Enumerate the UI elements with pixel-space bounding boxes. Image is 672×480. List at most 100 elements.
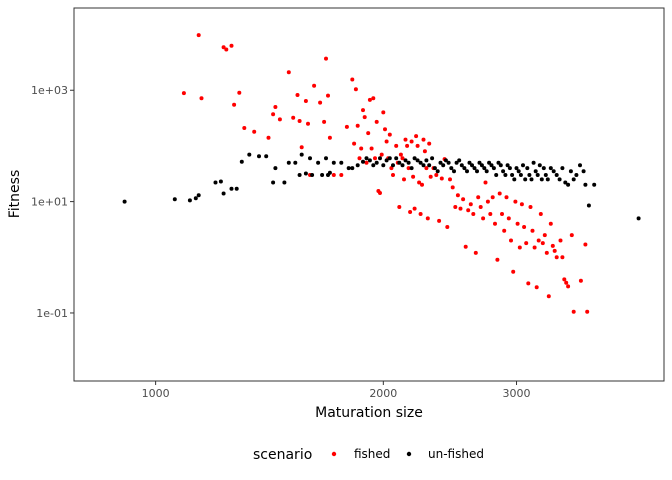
data-point [297,173,302,177]
data-point [371,163,376,168]
data-point [465,169,469,174]
data-point [475,169,479,174]
data-point [551,169,556,174]
data-point [554,255,559,260]
data-point [500,212,504,216]
data-point [357,156,362,161]
data-point [529,177,534,182]
data-point [527,173,532,177]
data-point [424,158,429,163]
data-point [461,197,466,202]
data-point [264,154,269,159]
legend-item-un-fished: un-fished [406,447,484,461]
data-point [271,180,276,185]
data-point [327,135,332,140]
data-point [381,110,386,115]
data-point [558,238,563,243]
data-point [470,163,474,168]
data-point [485,199,490,204]
data-point [402,177,406,182]
data-point [355,163,360,168]
data-point [384,139,389,144]
data-point [535,173,540,177]
data-point [569,233,574,238]
data-point [406,166,411,171]
data-point [405,143,410,148]
data-point [379,152,384,157]
data-point [578,278,583,283]
data-point [443,158,448,163]
data-point [326,93,330,98]
data-point [483,180,488,185]
x-tick-label: 2000 [369,387,397,400]
data-point [378,191,382,195]
data-point [331,173,336,177]
data-point [472,166,477,171]
data-point [122,199,127,204]
data-point [316,160,321,165]
data-point [552,248,557,253]
data-points [122,33,641,314]
data-point [534,285,539,290]
data-point [327,170,332,175]
data-point [408,210,413,214]
data-point [428,174,433,179]
data-point [495,257,500,262]
legend-item-fished: fished [331,447,390,461]
data-point [364,160,369,165]
data-point [560,255,565,260]
data-point [528,205,533,209]
data-point [537,163,542,168]
data-point [467,160,472,165]
data-point [415,143,420,148]
data-point [494,173,499,177]
data-point [425,216,430,221]
data-point [482,166,487,171]
data-point [468,202,473,207]
data-point [257,154,261,159]
data-point [546,294,551,299]
legend-label-fished: fished [354,447,390,461]
legend: scenario fished un-fished [253,447,484,463]
data-point [371,96,376,101]
data-point [367,158,372,163]
y-axis-title: Fitness [7,170,23,219]
data-point [303,99,308,103]
data-point [242,126,247,130]
data-point [252,129,257,134]
data-point [466,208,471,213]
data-point [507,166,512,171]
legend-label-un-fished: un-fished [428,447,484,461]
data-point [449,166,454,171]
data-point [562,277,567,282]
data-point [585,309,590,314]
data-point [441,163,446,168]
data-point [518,173,523,177]
data-point [491,166,496,171]
data-point [523,177,528,182]
data-point [213,180,218,185]
data-point [353,87,358,92]
data-point [506,216,511,221]
data-point [578,163,582,168]
data-point [583,242,588,247]
data-point [367,97,372,102]
data-point [458,206,463,211]
data-point [391,163,395,168]
data-point [400,156,405,161]
data-point [359,146,364,151]
data-point [361,108,365,113]
data-point [477,160,482,165]
data-point [181,91,186,96]
x-tick-label: 1000 [142,387,170,400]
data-point [512,177,517,182]
data-point [310,173,315,177]
data-point [457,158,462,163]
data-point [437,218,442,223]
data-point [352,141,357,146]
data-point [493,221,497,226]
data-point [530,228,535,233]
data-point [303,171,308,176]
data-point [193,196,198,201]
